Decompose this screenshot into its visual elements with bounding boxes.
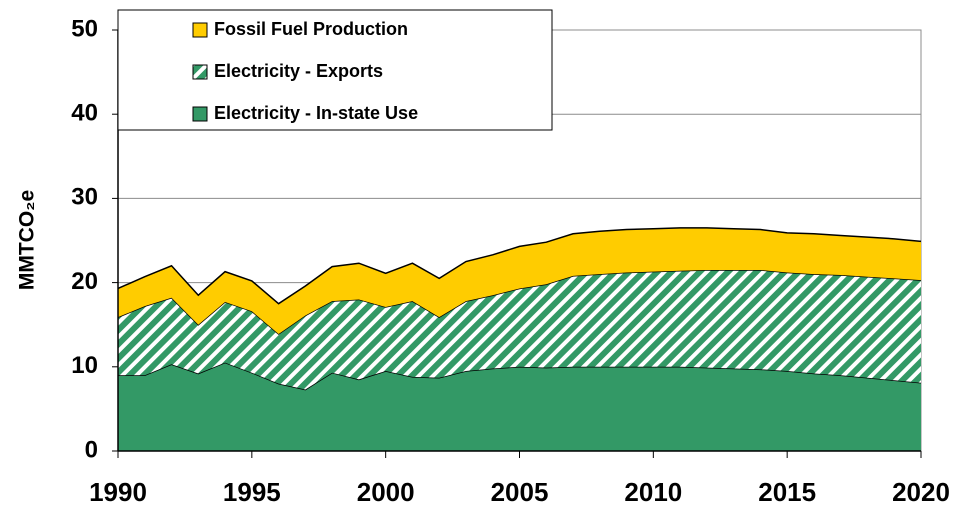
legend-swatch [192,22,208,38]
y-axis-label: MMTCO₂e [16,190,39,290]
area [118,269,921,390]
y-tick-label: 30 [71,184,98,211]
area [118,227,921,334]
x-tick-label: 1990 [89,477,147,507]
x-tick-label: 2010 [624,477,682,507]
legend-swatch [192,106,208,122]
legend-label: Electricity - Exports [214,61,383,81]
area [118,362,921,451]
y-tick-label: 0 [85,436,98,463]
legend-swatch [192,64,208,80]
legend-label: Fossil Fuel Production [214,19,408,39]
x-tick-label: 2000 [357,477,415,507]
y-tick-label: 50 [71,15,98,42]
x-tick-label: 1995 [223,477,281,507]
y-tick-label: 20 [71,268,98,295]
legend-label: Electricity - In-state Use [214,103,418,123]
x-tick-label: 2005 [491,477,549,507]
x-tick-label: 2015 [758,477,816,507]
area-edge [117,227,922,305]
x-tick-label: 2020 [892,477,950,507]
y-tick-label: 40 [71,100,98,127]
legend-box [117,9,553,131]
y-tick-label: 10 [71,352,98,379]
